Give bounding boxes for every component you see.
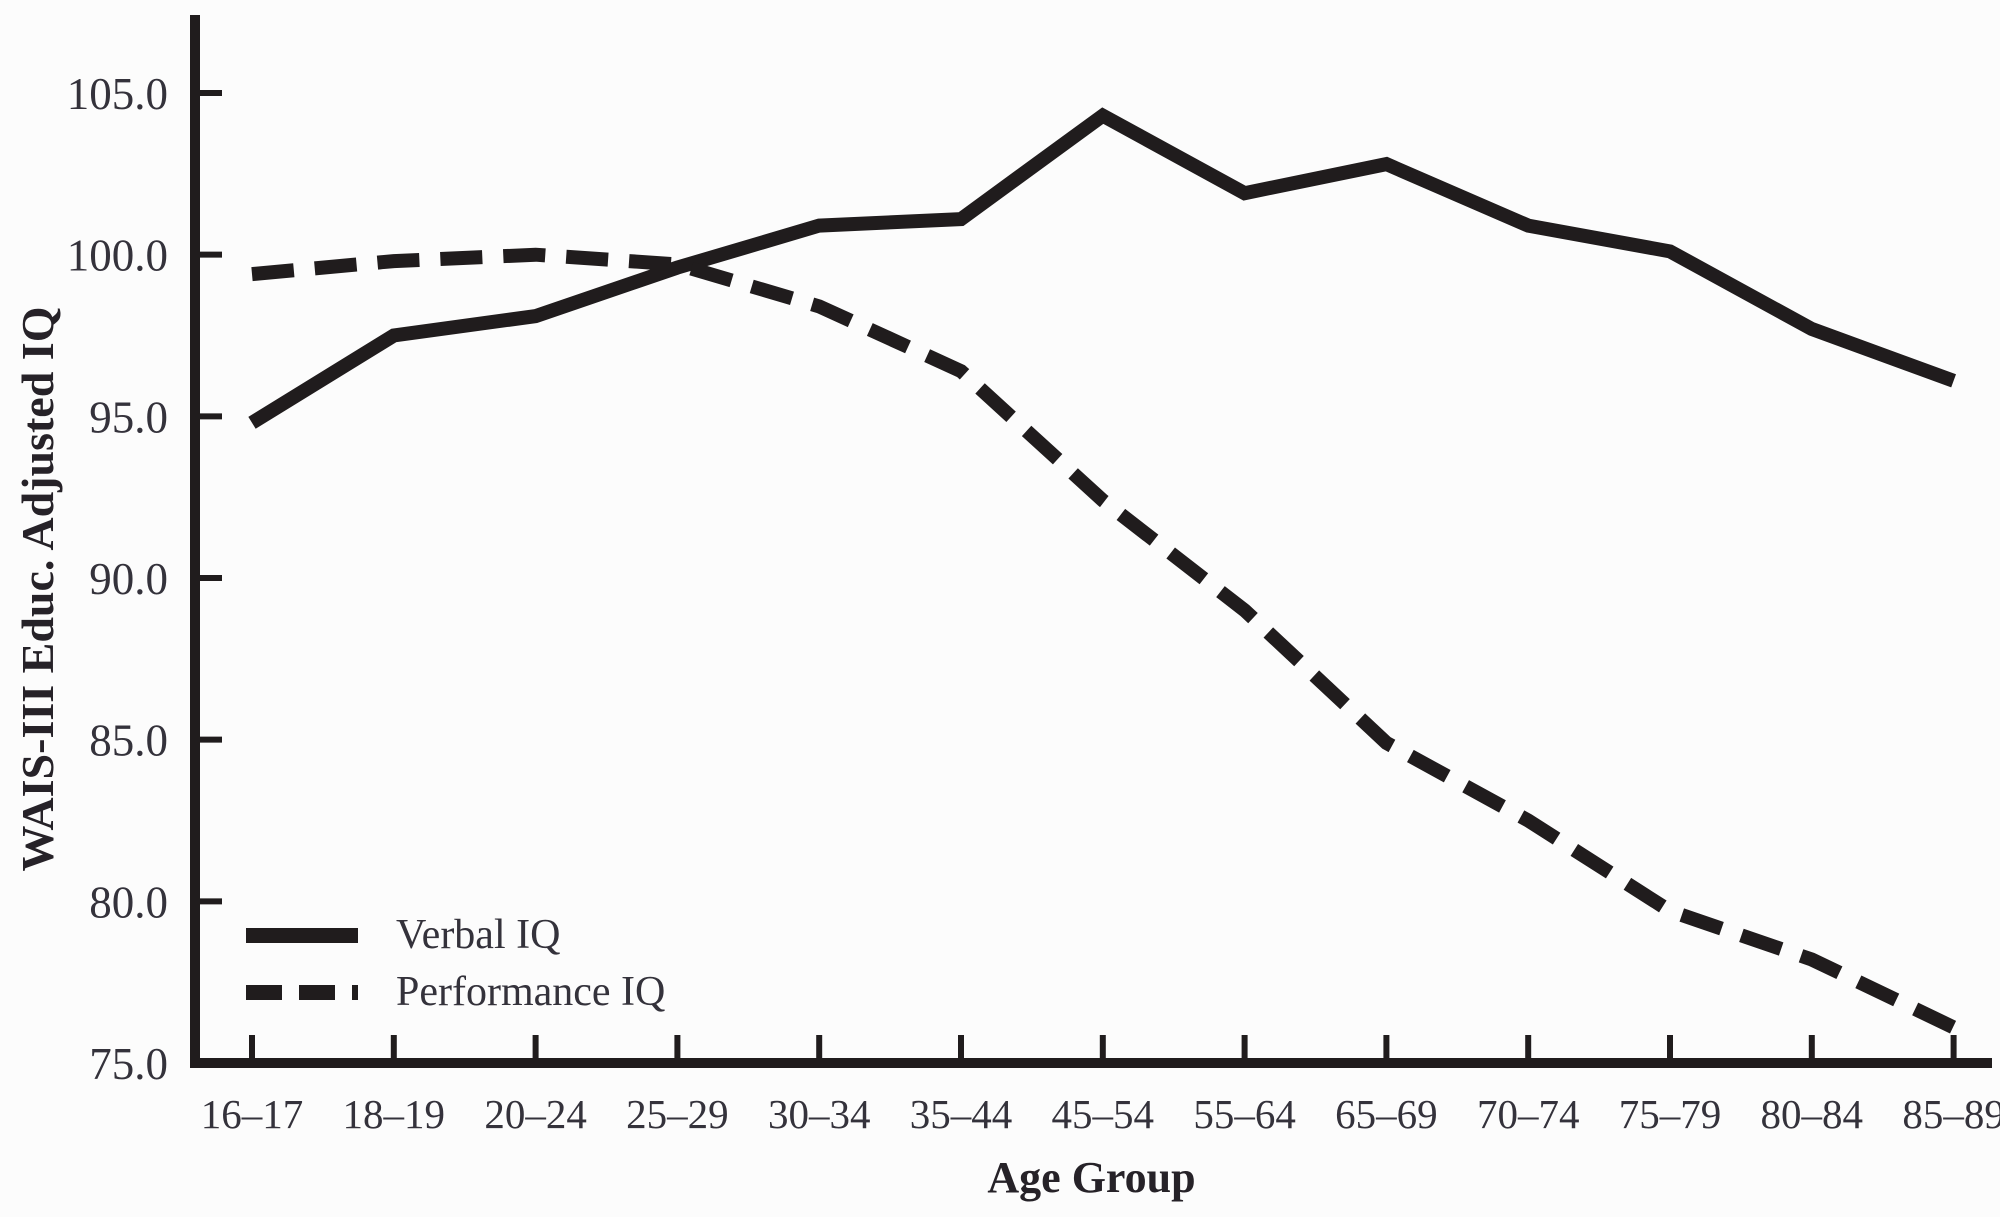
x-tick-label: 45–54 (1052, 1091, 1155, 1137)
x-tick-label: 30–34 (768, 1091, 871, 1137)
x-tick-label: 16–17 (201, 1091, 304, 1137)
legend-label-performance: Performance IQ (396, 969, 666, 1015)
x-tick-label: 55–64 (1193, 1091, 1296, 1137)
performance-line-swatch (246, 984, 358, 1000)
legend-row-performance: Performance IQ (246, 969, 666, 1015)
x-tick-label: 85–89 (1902, 1091, 2000, 1137)
x-axis-title: Age Group (987, 1153, 1196, 1202)
x-tick-label: 70–74 (1477, 1091, 1580, 1137)
x-tick-label: 25–29 (626, 1091, 729, 1137)
verbal-iq-line (248, 107, 1957, 429)
x-tick-label: 35–44 (910, 1091, 1013, 1137)
y-tick-label: 105.0 (67, 69, 168, 119)
x-tick-label: 80–84 (1761, 1091, 1864, 1137)
performance-iq-line (251, 247, 1957, 1034)
x-tick-label: 18–19 (343, 1091, 446, 1137)
y-tick-label: 85.0 (89, 716, 168, 766)
x-tick-label: 75–79 (1619, 1091, 1722, 1137)
y-tick-label: 95.0 (89, 392, 168, 442)
x-tick-label: 20–24 (484, 1091, 587, 1137)
x-tick-label: 65–69 (1335, 1091, 1438, 1137)
legend-row-verbal: Verbal IQ (246, 912, 665, 958)
legend-label-verbal: Verbal IQ (396, 912, 561, 958)
y-tick-label: 75.0 (89, 1039, 168, 1089)
verbal-line-swatch (246, 927, 358, 943)
y-tick-label: 90.0 (89, 554, 168, 604)
legend: Verbal IQ Performance IQ (246, 912, 666, 1015)
y-tick-label: 100.0 (67, 231, 168, 281)
y-axis-title: WAIS-III Educ. Adjusted IQ (12, 306, 63, 872)
y-tick-label: 80.0 (89, 877, 168, 927)
